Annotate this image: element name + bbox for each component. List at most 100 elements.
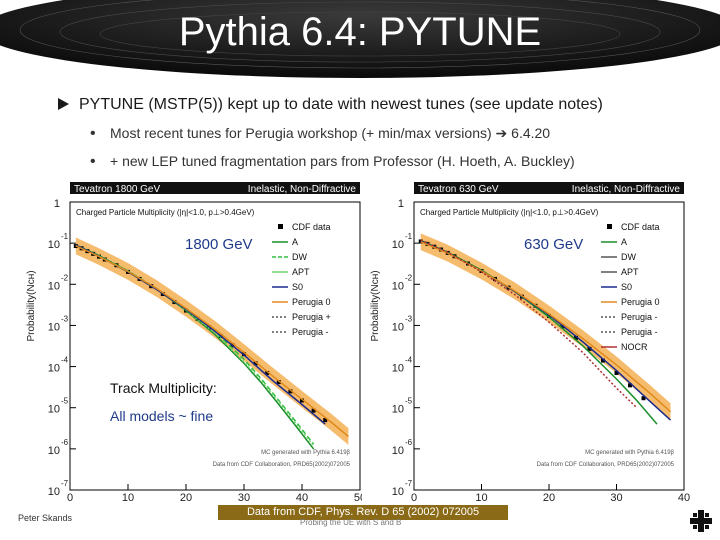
sub-bullet-1-text: Most recent tunes for Perugia workshop (… — [110, 125, 551, 141]
y-tick-label: 10 — [392, 404, 404, 416]
y-tick-label: 10 — [48, 239, 60, 251]
footer-citation: Data from CDF, Phys. Rev. D 65 (2002) 07… — [218, 505, 508, 520]
y-tick-label: 10 — [392, 239, 404, 251]
main-bullet-text: PYTUNE (MSTP(5)) kept up to date with ne… — [79, 96, 603, 113]
plot-frame — [413, 201, 685, 491]
chart-630-gev: Tevatron 630 GeV Inelastic, Non-Diffracti… — [370, 182, 690, 502]
data-note: Data from CDF Collaboration, PRD65(2002)… — [537, 462, 675, 468]
y-tick-exponent: -6 — [405, 438, 413, 447]
legend-label: Perugia + — [292, 312, 331, 322]
legend-label: CDF data — [621, 222, 660, 232]
legend-marker — [607, 224, 612, 229]
y-tick-exponent: -2 — [61, 273, 69, 282]
energy-label: 1800 GeV — [185, 236, 253, 253]
y-tick-label: 1 — [54, 198, 60, 210]
y-tick-exponent: -5 — [61, 397, 69, 406]
y-tick-exponent: -2 — [405, 273, 413, 282]
legend-label: APT — [621, 267, 639, 277]
plot-subtitle: Charged Particle Multiplicity (|η|<1.0, … — [420, 208, 599, 217]
y-tick-exponent: -1 — [405, 232, 413, 241]
dot-bullet-icon: • — [90, 153, 96, 170]
plot-header — [70, 182, 360, 194]
plot-header — [414, 182, 684, 194]
legend-label: A — [292, 237, 298, 247]
legend-label: APT — [292, 267, 310, 277]
series-cdf-data-point — [300, 398, 304, 403]
legend-label: Perugia - — [621, 327, 658, 337]
main-bullet: PYTUNE (MSTP(5)) kept up to date with ne… — [58, 96, 603, 114]
series-cdf-data-point — [614, 370, 619, 375]
series-cdf-data-point — [253, 361, 258, 366]
y-tick-exponent: -4 — [61, 356, 69, 365]
plot-subtitle: Charged Particle Multiplicity (|η|<1.0, … — [76, 208, 255, 217]
x-tick-label: 40 — [678, 492, 690, 502]
legend-label: CDF data — [292, 222, 331, 232]
y-tick-label: 10 — [48, 363, 60, 375]
x-tick-label: 10 — [475, 492, 487, 502]
fermilab-logo-icon — [690, 510, 712, 532]
perugia-envelope-band — [420, 233, 671, 421]
legend-label: Perugia - — [292, 327, 329, 337]
x-tick-label: 20 — [543, 492, 555, 502]
legend-label: A — [621, 237, 627, 247]
y-tick-exponent: -7 — [61, 479, 69, 488]
triangle-bullet-icon — [58, 98, 69, 110]
y-tick-label: 10 — [48, 486, 60, 498]
title-bar: Pythia 6.4: PYTUNE — [0, 0, 720, 80]
y-tick-exponent: -4 — [405, 356, 413, 365]
legend-label: Perugia 0 — [292, 297, 331, 307]
mc-note: MC generated with Pythia 6.419β — [261, 450, 350, 456]
header-right-label: Inelastic, Non-Diffractive — [248, 184, 357, 195]
y-tick-label: 10 — [48, 404, 60, 416]
series-cdf-data-point — [587, 346, 592, 351]
legend-label: DW — [292, 252, 307, 262]
y-tick-exponent: -7 — [405, 479, 413, 488]
y-axis-label: Probability(Nᴄʜ) — [370, 270, 381, 341]
legend-label: S0 — [292, 282, 303, 292]
series-cdf-data-point — [601, 358, 605, 363]
x-tick-label: 30 — [238, 492, 250, 502]
dot-bullet-icon: • — [90, 125, 96, 142]
series-cdf-data-point — [276, 380, 281, 385]
y-tick-label: 10 — [48, 280, 60, 292]
y-tick-label: 10 — [392, 321, 404, 333]
legend-label: Perugia - — [621, 312, 658, 322]
y-tick-label: 10 — [392, 363, 404, 375]
y-tick-label: 1 — [398, 198, 404, 210]
annotation-track-multiplicity: Track Multiplicity: — [110, 380, 217, 396]
data-note: Data from CDF Collaboration, PRD65(2002)… — [213, 462, 351, 468]
y-tick-exponent: -6 — [61, 438, 69, 447]
x-tick-label: 20 — [180, 492, 192, 502]
y-tick-exponent: -5 — [405, 397, 413, 406]
mc-note: MC generated with Pythia 6.419β — [585, 450, 674, 456]
legend-label: DW — [621, 252, 636, 262]
series-cdf-data-point — [311, 408, 316, 413]
title-background — [0, 0, 720, 78]
sub-bullet-2: • + new LEP tuned fragmentation pars from… — [90, 153, 575, 171]
series-perugia-0-line — [75, 245, 349, 438]
legend-marker — [278, 224, 283, 229]
x-tick-label: 50 — [354, 492, 362, 502]
plot-frame — [69, 201, 361, 491]
header-left-label: Tevatron 1800 GeV — [74, 184, 160, 195]
legend-label: Perugia 0 — [621, 297, 660, 307]
energy-label: 630 GeV — [524, 236, 583, 253]
legend-label: S0 — [621, 282, 632, 292]
series-apt-line — [75, 244, 315, 447]
x-tick-label: 10 — [122, 492, 134, 502]
series-cdf-data-point — [641, 396, 646, 401]
y-tick-label: 10 — [48, 321, 60, 333]
y-axis-label: Probability(Nᴄʜ) — [26, 270, 37, 341]
y-tick-label: 10 — [392, 445, 404, 457]
y-tick-exponent: -1 — [61, 232, 69, 241]
series-cdf-data-point — [574, 335, 578, 340]
y-tick-exponent: -3 — [61, 314, 69, 323]
y-tick-exponent: -3 — [405, 314, 413, 323]
annotation-models-fine: All models ~ fine — [110, 408, 214, 424]
x-tick-label: 0 — [67, 492, 73, 502]
header-left-label: Tevatron 630 GeV — [418, 184, 499, 195]
sub-bullet-1: • Most recent tunes for Perugia workshop … — [90, 125, 550, 143]
y-tick-label: 10 — [392, 486, 404, 498]
series-cdf-data-point — [547, 313, 551, 318]
x-tick-label: 40 — [296, 492, 308, 502]
